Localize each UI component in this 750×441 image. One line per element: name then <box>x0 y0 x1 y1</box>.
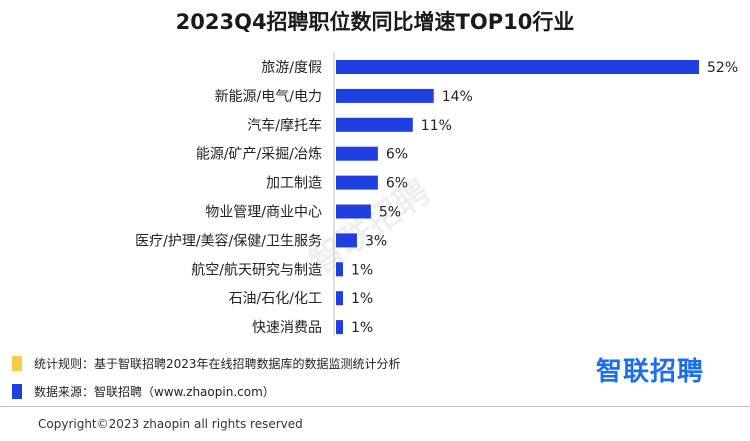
note-method-swatch <box>12 355 22 371</box>
value-label: 14% <box>442 89 473 105</box>
value-label: 6% <box>386 147 408 163</box>
bar <box>336 320 343 335</box>
bar <box>336 175 378 190</box>
bar-chart: 旅游/度假 52% 新能源/电气/电力 14% 汽车/摩托车 11% 能源/矿产/采掘/冶炼… <box>135 52 738 336</box>
category-label: 快速消费品 <box>252 320 322 336</box>
zhaopin-logo: 智联招聘 <box>596 357 705 387</box>
category-label: 新能源/电气/电力 <box>215 89 322 105</box>
bar <box>336 233 357 248</box>
bar <box>336 117 413 132</box>
category-label: 旅游/度假 <box>261 60 322 76</box>
value-label: 3% <box>365 233 387 249</box>
value-label: 1% <box>351 291 373 307</box>
value-label: 5% <box>379 205 401 221</box>
bar <box>336 60 699 74</box>
category-label: 能源/矿产/采掘/冶炼 <box>196 147 322 163</box>
value-label: 52% <box>707 60 738 76</box>
note-source-swatch <box>12 383 22 399</box>
bar <box>336 291 343 306</box>
category-label: 汽车/摩托车 <box>247 117 322 134</box>
value-label: 1% <box>351 262 373 278</box>
category-label: 加工制造 <box>266 176 322 192</box>
value-label: 6% <box>386 176 408 192</box>
bar <box>336 88 434 103</box>
copyright-text: Copyright©2023 zhaopin all rights reserv… <box>38 417 303 431</box>
note-method-text: 统计规则：基于智联招聘2023年在线招聘数据库的数据监测统计分析 <box>34 356 401 371</box>
chart-title: 2023Q4招聘职位数同比增速TOP10行业 <box>175 10 575 34</box>
footer-divider <box>0 406 750 407</box>
category-label: 医疗/护理/美容/保健/卫生服务 <box>135 232 322 249</box>
notes: 统计规则：基于智联招聘2023年在线招聘数据库的数据监测统计分析 数据来源：智联… <box>12 349 401 405</box>
value-label: 1% <box>351 320 373 336</box>
category-label: 石油/石化/化工 <box>229 291 322 307</box>
category-label: 航空/航天研究与制造 <box>191 262 322 278</box>
note-source-row: 数据来源：智联招聘（www.zhaopin.com） <box>12 377 401 405</box>
value-label: 11% <box>421 118 452 134</box>
category-label: 物业管理/商业中心 <box>205 205 322 221</box>
bar <box>336 146 378 161</box>
note-method-row: 统计规则：基于智联招聘2023年在线招聘数据库的数据监测统计分析 <box>12 349 401 377</box>
bar <box>336 262 343 277</box>
note-source-text: 数据来源：智联招聘（www.zhaopin.com） <box>34 384 275 399</box>
bar <box>336 204 371 219</box>
